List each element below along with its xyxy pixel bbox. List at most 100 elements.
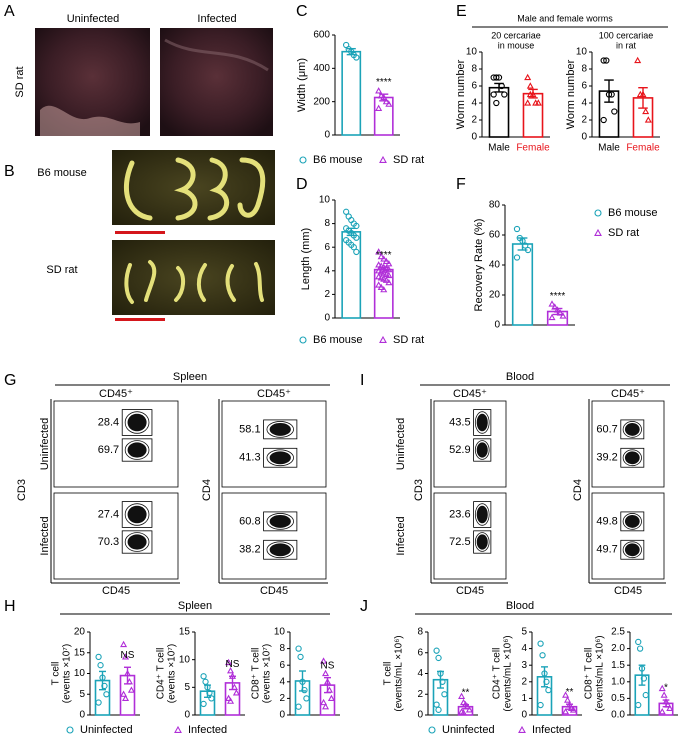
y-tick-label: 400	[313, 63, 330, 74]
y-axis-label: CD4⁺ T cell	[156, 648, 167, 700]
data-point	[513, 225, 521, 233]
gate-percent: 69.7	[98, 444, 119, 456]
y-tick-label: 0.5	[611, 693, 625, 704]
y-tick-label: 4	[324, 265, 330, 276]
data-point	[490, 91, 497, 98]
y-axis-label: (events ×10⁷)	[62, 644, 73, 703]
data-point	[608, 91, 615, 98]
y-tick-label: 10	[319, 195, 331, 206]
data-point	[295, 645, 302, 652]
worms	[124, 260, 264, 304]
significance: NS	[226, 659, 240, 670]
y-axis-label: Recovery Rate (%)	[473, 219, 485, 312]
y-tick-label: 0	[79, 710, 85, 721]
gate	[620, 511, 645, 532]
data-point	[200, 673, 207, 680]
cell-cluster-ring	[124, 532, 150, 552]
y-axis-label: CD8⁺ T cell	[584, 648, 595, 700]
data-point	[120, 640, 128, 648]
y-axis-label: Worm number	[455, 59, 467, 129]
y-tick-label: 2	[521, 676, 527, 687]
data-point	[666, 704, 674, 711]
data-point	[350, 244, 357, 251]
data-point	[353, 234, 360, 241]
cell-cluster	[476, 413, 488, 432]
legend-marker	[299, 336, 307, 344]
y-tick-label: 600	[313, 30, 330, 41]
data-point	[635, 701, 642, 709]
gate	[473, 409, 492, 436]
cell-cluster	[127, 505, 147, 524]
data-point	[644, 116, 652, 123]
y-tick-label: 0	[494, 320, 500, 331]
data-point	[548, 300, 556, 307]
y-tick-label: 6	[471, 81, 477, 92]
gate	[263, 419, 298, 440]
gate-percent: 72.5	[449, 536, 470, 548]
data-point	[295, 703, 302, 710]
data-point	[377, 92, 385, 99]
plot-frame	[433, 400, 507, 488]
data-point	[439, 678, 446, 685]
gate-percent: 38.2	[239, 544, 260, 556]
y-tick-label: 8	[581, 64, 587, 75]
cell-cluster-ring	[266, 541, 294, 559]
worms	[123, 157, 266, 221]
y-tick-label: 2	[279, 693, 285, 704]
legend-label: B6 mouse	[608, 207, 658, 219]
data-point	[522, 242, 529, 249]
x-axis-label: CD45	[456, 585, 484, 597]
data-point	[437, 670, 444, 677]
significance: **	[462, 687, 470, 698]
data-point	[323, 678, 332, 685]
data-point	[125, 678, 133, 685]
cell-cluster	[624, 514, 640, 528]
gate	[473, 438, 492, 462]
data-point	[120, 690, 128, 697]
data-point	[603, 57, 610, 64]
plot-frame	[221, 492, 327, 580]
y-tick-label: 8	[471, 64, 477, 75]
gate-percent: 60.7	[596, 423, 617, 435]
data-point	[463, 702, 471, 710]
cell-cluster-ring	[266, 421, 294, 438]
data-point	[524, 246, 532, 254]
data-point	[605, 91, 613, 98]
y-tick-label: 6	[279, 660, 285, 671]
cell-cluster	[127, 442, 147, 458]
group-title: Male and female worms	[517, 13, 613, 23]
photo-detail	[164, 38, 269, 72]
data-point	[526, 82, 534, 89]
y-tick-label: 20	[74, 627, 86, 638]
data-point	[435, 654, 442, 662]
data-point	[320, 698, 328, 706]
legend-marker	[299, 156, 307, 164]
data-point	[206, 689, 213, 697]
gate	[121, 438, 153, 462]
data-point	[303, 695, 310, 702]
cell-cluster-ring	[124, 440, 150, 460]
data-point	[636, 645, 644, 652]
group-title: Spleen	[178, 600, 212, 612]
data-point	[433, 701, 440, 708]
data-point	[524, 73, 532, 81]
column-label: Infected	[197, 13, 236, 25]
y-tick-label: 2	[417, 689, 423, 700]
significance: NS	[121, 650, 135, 661]
y-tick-label: 10	[274, 627, 286, 638]
y-tick-label: 2.0	[611, 643, 625, 654]
y-tick-label: 4	[417, 668, 423, 679]
data-point	[664, 701, 672, 708]
y-axis-label: (events ×10⁷)	[167, 644, 178, 703]
data-point	[375, 104, 383, 111]
photo-detail	[40, 105, 140, 136]
row-label: Infected	[395, 516, 407, 555]
y-tick-label: 0	[471, 132, 477, 143]
y-tick-label: 4	[279, 676, 285, 687]
data-point	[380, 93, 388, 101]
gate-percent: 28.4	[98, 416, 119, 428]
cell-cluster-ring	[266, 513, 294, 530]
x-tick-label: Female	[626, 143, 660, 154]
y-tick-label: 80	[489, 200, 501, 211]
